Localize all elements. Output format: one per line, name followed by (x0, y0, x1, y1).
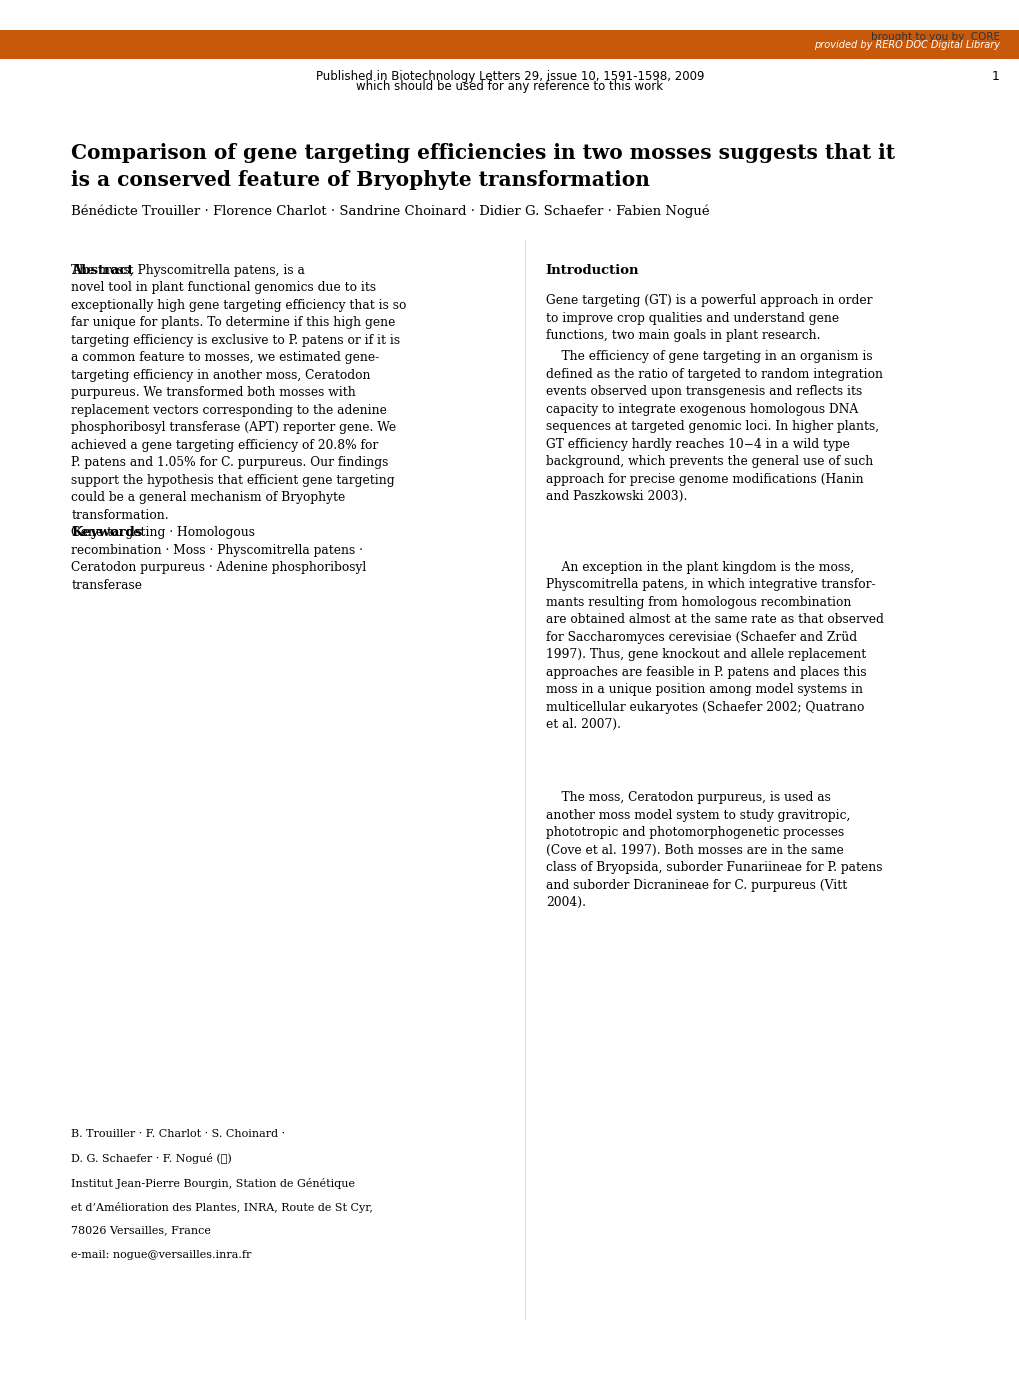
Text: Published in Biotechnology Letters 29, issue 10, 1591-1598, 2009: Published in Biotechnology Letters 29, i… (316, 70, 703, 82)
Text: B. Trouiller · F. Charlot · S. Choinard ·: B. Trouiller · F. Charlot · S. Choinard … (71, 1129, 285, 1139)
FancyBboxPatch shape (0, 30, 1019, 59)
Text: Comparison of gene targeting efficiencies in two mosses suggests that it: Comparison of gene targeting efficiencie… (71, 143, 895, 164)
Text: brought to you by  CORE: brought to you by CORE (870, 32, 999, 41)
Text: et d’Amélioration des Plantes, INRA, Route de St Cyr,: et d’Amélioration des Plantes, INRA, Rou… (71, 1201, 373, 1213)
Text: The efficiency of gene targeting in an organism is
defined as the ratio of targe: The efficiency of gene targeting in an o… (545, 350, 881, 503)
Text: The moss, Ceratodon purpureus, is used as
another moss model system to study gra: The moss, Ceratodon purpureus, is used a… (545, 791, 881, 910)
Text: D. G. Schaefer · F. Nogué (✉): D. G. Schaefer · F. Nogué (✉) (71, 1154, 232, 1165)
Text: View metadata, citation and similar papers at core.ac.uk: View metadata, citation and similar pape… (20, 34, 317, 44)
Text: The moss, Physcomitrella patens, is a
novel tool in plant functional genomics du: The moss, Physcomitrella patens, is a no… (71, 264, 407, 522)
Text: provided by RERO DOC Digital Library: provided by RERO DOC Digital Library (813, 40, 999, 49)
Text: 78026 Versailles, France: 78026 Versailles, France (71, 1226, 211, 1235)
Text: Institut Jean-Pierre Bourgin, Station de Génétique: Institut Jean-Pierre Bourgin, Station de… (71, 1178, 355, 1189)
Text: Gene targeting (GT) is a powerful approach in order
to improve crop qualities an: Gene targeting (GT) is a powerful approa… (545, 294, 871, 342)
Text: An exception in the plant kingdom is the moss,
Physcomitrella patens, in which i: An exception in the plant kingdom is the… (545, 561, 882, 731)
Text: Bénédicte Trouiller · Florence Charlot · Sandrine Choinard · Didier G. Schaefer : Bénédicte Trouiller · Florence Charlot ·… (71, 205, 709, 218)
Text: Introduction: Introduction (545, 264, 639, 276)
Text: Abstract: Abstract (71, 264, 133, 276)
Text: e-mail: nogue@versailles.inra.fr: e-mail: nogue@versailles.inra.fr (71, 1250, 252, 1260)
Text: is a conserved feature of Bryophyte transformation: is a conserved feature of Bryophyte tran… (71, 170, 650, 191)
Text: 1: 1 (990, 70, 999, 82)
Text: Keywords: Keywords (71, 526, 143, 539)
Text: which should be used for any reference to this work: which should be used for any reference t… (356, 80, 663, 93)
Text: Gene targeting · Homologous
recombination · Moss · Physcomitrella patens ·
Cerat: Gene targeting · Homologous recombinatio… (71, 526, 366, 592)
